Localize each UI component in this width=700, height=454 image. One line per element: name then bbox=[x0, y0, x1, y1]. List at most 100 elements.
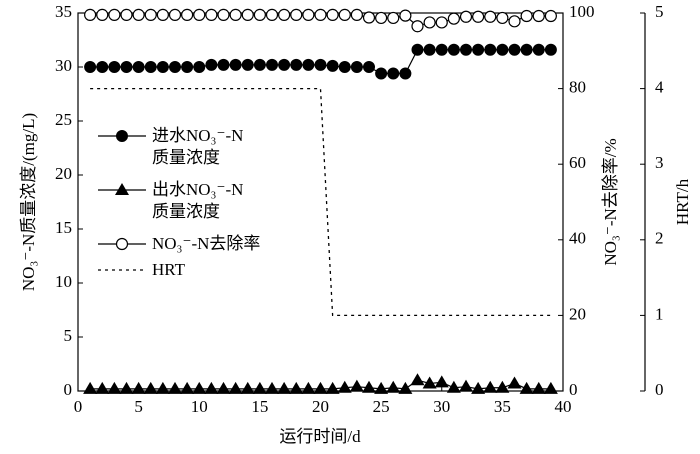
data-point bbox=[349, 379, 364, 392]
data-point bbox=[168, 381, 182, 394]
data-point bbox=[520, 43, 533, 56]
data-point bbox=[253, 8, 266, 21]
x-tick-label: 35 bbox=[494, 397, 511, 416]
data-point bbox=[519, 381, 534, 394]
data-point bbox=[108, 8, 121, 21]
data-point bbox=[277, 381, 292, 394]
data-point bbox=[363, 61, 375, 73]
x-tick-label: 25 bbox=[373, 397, 390, 416]
legend-marker bbox=[115, 183, 129, 195]
data-point bbox=[217, 58, 230, 71]
data-point bbox=[507, 376, 522, 389]
y2-tick-label: 60 bbox=[569, 153, 586, 172]
data-point bbox=[302, 8, 315, 21]
data-point bbox=[544, 9, 557, 23]
data-point bbox=[156, 61, 169, 73]
data-point bbox=[252, 381, 267, 394]
data-point bbox=[459, 10, 473, 23]
data-point bbox=[338, 8, 351, 21]
data-point bbox=[508, 43, 521, 56]
data-point bbox=[447, 43, 460, 56]
data-point bbox=[181, 61, 194, 73]
data-point bbox=[278, 8, 291, 21]
data-point bbox=[544, 43, 557, 56]
y-axis-title: NO₃⁻-N质量浓度/(mg/L) bbox=[19, 113, 38, 291]
x-tick-label: 0 bbox=[74, 397, 83, 416]
series-line bbox=[90, 87, 551, 317]
x-tick-label: 20 bbox=[312, 397, 329, 416]
data-point bbox=[108, 61, 121, 73]
data-point bbox=[532, 43, 545, 56]
data-point bbox=[411, 43, 424, 56]
data-point bbox=[337, 380, 352, 393]
data-point bbox=[241, 8, 254, 21]
data-point bbox=[84, 61, 97, 73]
y-tick-label: 15 bbox=[55, 218, 72, 237]
y3-tick-label: 1 bbox=[655, 304, 664, 323]
data-point bbox=[132, 8, 145, 21]
data-point bbox=[531, 381, 546, 394]
y-tick-label: 25 bbox=[55, 110, 72, 129]
data-point bbox=[181, 8, 194, 21]
data-point bbox=[204, 381, 219, 394]
data-point bbox=[144, 61, 157, 73]
data-point bbox=[399, 67, 412, 80]
data-point bbox=[107, 381, 122, 394]
data-point bbox=[132, 61, 145, 73]
data-point bbox=[460, 43, 472, 56]
data-point bbox=[313, 381, 328, 394]
data-point bbox=[484, 43, 497, 56]
data-point bbox=[520, 9, 533, 23]
data-point bbox=[434, 375, 449, 388]
data-point bbox=[240, 381, 255, 394]
data-point bbox=[398, 381, 413, 394]
y3-axis-title: HRT/h bbox=[673, 178, 692, 225]
data-point bbox=[155, 381, 170, 394]
data-point bbox=[314, 58, 327, 71]
y-tick-label: 0 bbox=[64, 380, 73, 399]
data-point bbox=[192, 381, 207, 394]
y2-axis-title: NO₃⁻-N去除率/% bbox=[601, 138, 620, 265]
data-point bbox=[496, 43, 509, 56]
data-point bbox=[265, 8, 279, 21]
data-point bbox=[399, 9, 412, 22]
x-tick-label: 10 bbox=[191, 397, 208, 416]
data-point bbox=[241, 58, 254, 71]
data-point bbox=[484, 10, 497, 23]
data-point bbox=[508, 15, 521, 28]
legend-label: NO₃⁻-N去除率 bbox=[152, 234, 261, 253]
data-point bbox=[326, 59, 339, 72]
data-point bbox=[410, 373, 425, 386]
y2-tick-label: 0 bbox=[569, 380, 578, 399]
y2-tick-label: 20 bbox=[569, 304, 586, 323]
data-point bbox=[472, 10, 485, 23]
data-point bbox=[289, 381, 304, 394]
data-point bbox=[83, 381, 98, 394]
data-point bbox=[168, 8, 182, 21]
data-point bbox=[532, 9, 545, 23]
data-point bbox=[362, 11, 376, 24]
data-point bbox=[253, 58, 266, 71]
y-tick-label: 35 bbox=[55, 2, 72, 21]
legend-text: NO₃⁻-N去除率 bbox=[152, 234, 261, 253]
legend-label: 进水NO₃⁻-N 质量浓度 bbox=[152, 126, 244, 167]
data-point bbox=[423, 43, 436, 56]
y3-tick-label: 2 bbox=[655, 229, 664, 248]
x-tick-label: 40 bbox=[555, 397, 572, 416]
data-point bbox=[387, 11, 400, 25]
data-point bbox=[216, 381, 231, 394]
data-point bbox=[120, 61, 133, 73]
data-point bbox=[193, 8, 206, 21]
data-point bbox=[265, 381, 279, 394]
data-point bbox=[205, 8, 218, 21]
data-point bbox=[350, 8, 363, 21]
y-tick-label: 10 bbox=[55, 272, 72, 291]
data-point bbox=[387, 67, 400, 80]
x-tick-label: 15 bbox=[251, 397, 268, 416]
y2-tick-label: 80 bbox=[569, 78, 586, 97]
data-point bbox=[459, 379, 473, 392]
data-point bbox=[169, 61, 181, 73]
legend-text: 进水NO₃⁻-N 质量浓度 bbox=[152, 126, 244, 167]
data-point bbox=[483, 380, 498, 393]
